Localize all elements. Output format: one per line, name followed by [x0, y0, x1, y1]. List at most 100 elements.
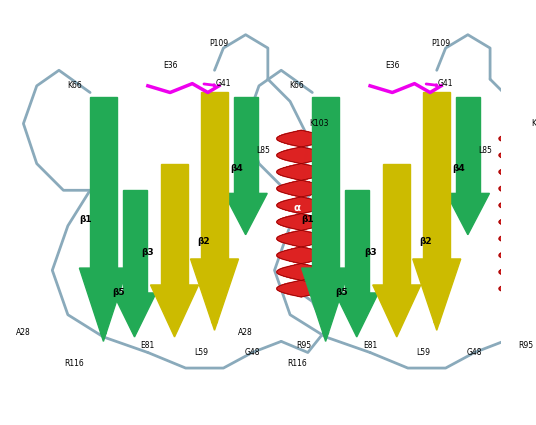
Polygon shape: [503, 201, 536, 202]
Polygon shape: [295, 231, 307, 232]
Polygon shape: [294, 264, 308, 265]
Polygon shape: [499, 238, 536, 239]
Polygon shape: [277, 172, 325, 173]
Polygon shape: [520, 146, 527, 147]
Polygon shape: [285, 233, 317, 234]
Polygon shape: [512, 132, 534, 133]
Polygon shape: [335, 293, 378, 337]
Polygon shape: [516, 148, 531, 149]
Polygon shape: [295, 247, 308, 248]
Polygon shape: [284, 293, 318, 294]
Polygon shape: [519, 296, 527, 297]
Polygon shape: [90, 97, 117, 268]
Polygon shape: [285, 267, 318, 268]
Polygon shape: [519, 147, 527, 148]
Polygon shape: [294, 295, 309, 296]
Polygon shape: [278, 203, 325, 204]
Polygon shape: [277, 137, 325, 138]
Polygon shape: [297, 147, 306, 148]
Polygon shape: [277, 204, 325, 205]
Polygon shape: [500, 140, 536, 141]
Polygon shape: [511, 244, 535, 245]
Polygon shape: [278, 257, 325, 258]
Text: R116: R116: [65, 359, 84, 368]
Polygon shape: [503, 168, 536, 169]
Polygon shape: [499, 189, 536, 190]
Polygon shape: [513, 195, 533, 196]
Polygon shape: [520, 246, 526, 247]
Polygon shape: [508, 183, 536, 184]
Polygon shape: [277, 171, 325, 172]
Polygon shape: [278, 136, 324, 137]
Polygon shape: [345, 190, 369, 293]
Polygon shape: [278, 157, 324, 158]
Polygon shape: [299, 230, 303, 231]
Text: β4: β4: [452, 164, 465, 173]
Polygon shape: [277, 254, 325, 255]
Polygon shape: [502, 135, 536, 136]
Polygon shape: [280, 225, 322, 226]
Polygon shape: [284, 133, 318, 134]
Polygon shape: [517, 179, 530, 180]
Polygon shape: [516, 278, 531, 279]
Polygon shape: [501, 207, 536, 208]
Polygon shape: [278, 140, 324, 141]
Polygon shape: [284, 150, 319, 151]
Polygon shape: [503, 275, 536, 276]
Polygon shape: [505, 167, 536, 168]
Polygon shape: [277, 288, 326, 289]
Polygon shape: [277, 221, 325, 222]
Polygon shape: [201, 93, 228, 259]
Polygon shape: [516, 131, 531, 132]
Polygon shape: [502, 191, 536, 192]
Polygon shape: [297, 296, 305, 297]
Polygon shape: [285, 176, 318, 177]
Polygon shape: [292, 195, 311, 196]
Polygon shape: [499, 221, 536, 222]
Polygon shape: [288, 232, 314, 233]
Polygon shape: [373, 285, 421, 337]
Polygon shape: [511, 165, 535, 166]
Text: α: α: [293, 203, 300, 213]
Polygon shape: [277, 272, 326, 273]
Polygon shape: [499, 255, 536, 256]
Polygon shape: [502, 141, 536, 142]
Polygon shape: [286, 277, 316, 278]
Polygon shape: [293, 164, 309, 165]
Polygon shape: [297, 280, 304, 281]
Polygon shape: [505, 209, 536, 210]
Polygon shape: [285, 210, 317, 211]
Polygon shape: [281, 168, 322, 169]
Polygon shape: [500, 257, 536, 258]
Polygon shape: [277, 222, 325, 223]
Polygon shape: [518, 229, 529, 230]
Text: K66: K66: [67, 81, 82, 91]
Polygon shape: [284, 276, 319, 277]
Polygon shape: [506, 293, 536, 294]
Polygon shape: [509, 277, 536, 278]
Polygon shape: [289, 165, 313, 166]
Polygon shape: [280, 175, 323, 176]
Polygon shape: [277, 206, 325, 207]
Polygon shape: [504, 284, 536, 285]
Polygon shape: [499, 188, 536, 189]
Polygon shape: [505, 184, 536, 185]
Polygon shape: [282, 159, 321, 160]
Polygon shape: [234, 97, 258, 193]
Polygon shape: [292, 215, 310, 216]
Polygon shape: [519, 279, 527, 280]
Polygon shape: [500, 270, 536, 271]
Text: β5: β5: [335, 288, 347, 297]
Polygon shape: [503, 151, 536, 152]
Polygon shape: [279, 169, 323, 170]
Polygon shape: [284, 283, 318, 284]
Text: E36: E36: [385, 61, 399, 70]
Polygon shape: [277, 138, 326, 139]
Polygon shape: [277, 238, 325, 239]
Polygon shape: [501, 219, 536, 220]
Polygon shape: [511, 227, 536, 228]
Polygon shape: [500, 156, 536, 157]
Polygon shape: [519, 130, 527, 131]
Polygon shape: [499, 187, 536, 188]
Polygon shape: [277, 287, 325, 288]
